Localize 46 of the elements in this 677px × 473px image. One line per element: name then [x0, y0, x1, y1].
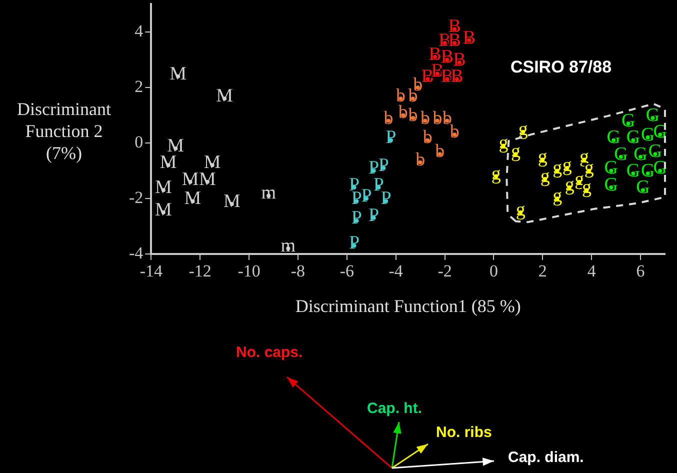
x-axis-title: Discriminant Function1 (85 %) [295, 296, 521, 316]
x-tick-label: -12 [188, 262, 212, 281]
text: B [440, 46, 454, 68]
x-tick-label: 0 [489, 262, 498, 281]
x-tick-label: 2 [538, 262, 547, 281]
text: No. ribs [436, 424, 492, 441]
text: Cap. ht. [367, 400, 422, 417]
y-tick-label: 4 [134, 21, 144, 40]
y-tick-label: 0 [134, 132, 144, 152]
text: G [641, 124, 655, 146]
x-tick-label: -10 [238, 262, 260, 281]
text: B [462, 27, 476, 48]
text: b [422, 127, 432, 148]
y-axis-title: Discriminant Function 2 (7%) [16, 98, 112, 164]
x-tick-label: -6 [340, 262, 354, 281]
y-tick-label: 2 [134, 76, 144, 96]
text: P [368, 158, 380, 179]
text: b [416, 149, 426, 170]
x-tick-label: -14 [140, 262, 163, 281]
x-tick-label: -4 [388, 262, 404, 281]
text: b [435, 141, 445, 162]
text: b [408, 104, 418, 126]
text: b [432, 108, 442, 129]
text: b [450, 122, 460, 143]
text: b [398, 102, 408, 124]
text: b [420, 108, 430, 129]
text: P [386, 127, 396, 148]
annotation: CSIRO 87/88 [510, 58, 612, 77]
x-tick-label: 4 [587, 262, 596, 281]
text: No. caps. [236, 344, 303, 361]
text: P [351, 208, 362, 229]
text: P [368, 204, 380, 226]
y-tick-label: -2 [128, 188, 144, 207]
text: P [361, 185, 372, 206]
x-tick-label: -8 [290, 262, 306, 281]
text: G [646, 104, 660, 126]
text: P [378, 154, 389, 176]
text: P [348, 232, 360, 254]
x-tick-label: -2 [438, 262, 452, 281]
y-tick-label: -4 [128, 243, 144, 262]
text: Cap. diam. [508, 449, 584, 466]
text: G [606, 127, 620, 148]
x-tick-label: 6 [636, 262, 645, 281]
text: b [384, 108, 394, 129]
text: G [604, 174, 618, 196]
series-label: P [380, 188, 392, 210]
